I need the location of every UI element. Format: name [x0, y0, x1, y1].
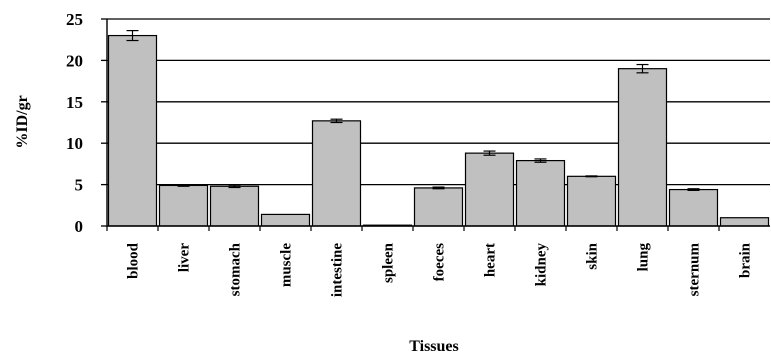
y-tick-label: 5 [75, 176, 84, 195]
x-label-kidney: kidney [534, 243, 550, 287]
x-label-skin: skin [585, 242, 601, 269]
bar-blood [107, 34, 158, 227]
y-tick-label: 10 [66, 134, 83, 153]
x-label-lung: lung [636, 243, 652, 272]
x-label-sternum: sternum [687, 242, 703, 296]
x-label-muscle: muscle [279, 243, 295, 288]
x-label-heart: heart [483, 243, 499, 277]
x-axis-title: Tissues [409, 338, 459, 355]
x-label-liver: liver [177, 243, 193, 272]
gridlines [107, 18, 770, 186]
y-axis-title: %ID/gr [14, 95, 31, 148]
bar-stomach [209, 185, 260, 227]
bar-lung [617, 68, 668, 227]
y-tick-labels: 0 5 10 15 20 25 [66, 10, 83, 236]
x-label-stomach: stomach [228, 242, 244, 296]
bar-skin [566, 175, 617, 227]
y-tick-label: 0 [75, 217, 84, 236]
bar-sternum [668, 188, 719, 227]
bar-foeces [413, 187, 464, 227]
bar-heart [464, 152, 515, 227]
x-label-spleen: spleen [381, 242, 397, 283]
y-tick-label: 15 [66, 93, 83, 112]
bars [107, 34, 770, 227]
bar-liver [158, 184, 209, 227]
y-tick-label: 25 [66, 10, 83, 29]
x-label-intestine: intestine [330, 243, 346, 298]
y-tick-label: 20 [66, 51, 83, 70]
x-label-blood: blood [126, 242, 142, 279]
bar-kidney [515, 159, 566, 227]
x-category-labels: blood liver stomach muscle intestine spleen fo… [126, 242, 754, 297]
axes [101, 18, 770, 231]
error-bars [126, 29, 700, 191]
x-label-foeces: foeces [432, 243, 448, 281]
x-label-brain: brain [738, 242, 754, 278]
bar-muscle [260, 213, 311, 227]
bar-brain [719, 217, 770, 227]
bar-intestine [311, 120, 362, 227]
